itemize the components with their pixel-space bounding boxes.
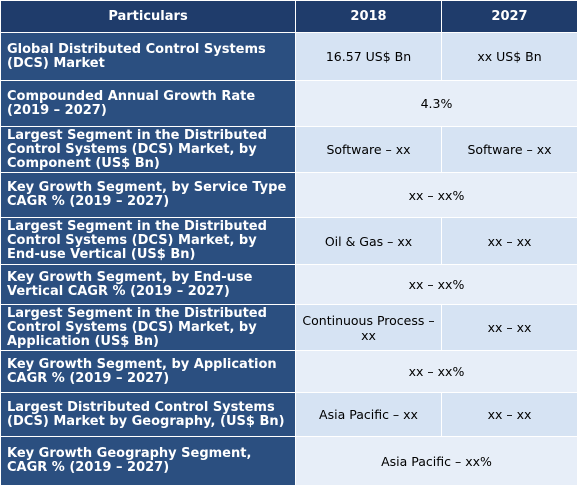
table-row: Key Growth Segment, by Service Type CAGR… xyxy=(1,173,577,218)
cell-merged: Asia Pacific – xx% xyxy=(296,437,577,486)
cell-2018: Software – xx xyxy=(296,127,442,173)
cell-2027: xx – xx xyxy=(442,393,577,437)
cell-merged: xx – xx% xyxy=(296,351,577,393)
table-row: Compounded Annual Growth Rate (2019 – 20… xyxy=(1,81,577,127)
row-label: Largest Segment in the Distributed Contr… xyxy=(1,127,296,173)
row-label: Compounded Annual Growth Rate (2019 – 20… xyxy=(1,81,296,127)
cell-2018: Continuous Process – xx xyxy=(296,305,442,351)
cell-2027: Software – xx xyxy=(442,127,577,173)
table-row: Key Growth Geography Segment, CAGR % (20… xyxy=(1,437,577,486)
table-row: Key Growth Segment, by Application CAGR … xyxy=(1,351,577,393)
table-row: Largest Segment in the Distributed Contr… xyxy=(1,305,577,351)
cell-2018: Asia Pacific – xx xyxy=(296,393,442,437)
row-label: Largest Distributed Control Systems (DCS… xyxy=(1,393,296,437)
row-label: Global Distributed Control Systems (DCS)… xyxy=(1,33,296,81)
cell-merged: xx – xx% xyxy=(296,173,577,218)
row-label: Key Growth Segment, by Application CAGR … xyxy=(1,351,296,393)
table-row: Largest Distributed Control Systems (DCS… xyxy=(1,393,577,437)
cell-merged: xx – xx% xyxy=(296,265,577,305)
row-label: Largest Segment in the Distributed Contr… xyxy=(1,305,296,351)
header-particulars: Particulars xyxy=(1,1,296,33)
table-row: Largest Segment in the Distributed Contr… xyxy=(1,127,577,173)
row-label: Largest Segment in the Distributed Contr… xyxy=(1,218,296,265)
table-row: Global Distributed Control Systems (DCS)… xyxy=(1,33,577,81)
header-2027: 2027 xyxy=(442,1,577,33)
cell-2027: xx – xx xyxy=(442,218,577,265)
cell-2018: Oil & Gas – xx xyxy=(296,218,442,265)
table-row: Largest Segment in the Distributed Contr… xyxy=(1,218,577,265)
cell-2018: 16.57 US$ Bn xyxy=(296,33,442,81)
cell-merged: 4.3% xyxy=(296,81,577,127)
row-label: Key Growth Geography Segment, CAGR % (20… xyxy=(1,437,296,486)
header-2018: 2018 xyxy=(296,1,442,33)
row-label: Key Growth Segment, by Service Type CAGR… xyxy=(1,173,296,218)
row-label: Key Growth Segment, by End-use Vertical … xyxy=(1,265,296,305)
header-row: Particulars 2018 2027 xyxy=(1,1,577,33)
cell-2027: xx – xx xyxy=(442,305,577,351)
table-row: Key Growth Segment, by End-use Vertical … xyxy=(1,265,577,305)
cell-2027: xx US$ Bn xyxy=(442,33,577,81)
